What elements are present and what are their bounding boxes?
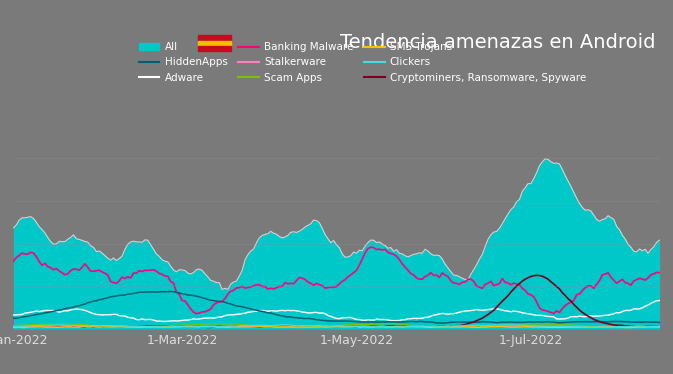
Bar <box>198 46 232 51</box>
Text: Tendencia amenazas en Android: Tendencia amenazas en Android <box>340 33 656 52</box>
Bar <box>198 41 232 46</box>
Bar <box>198 36 232 41</box>
Legend: All, HiddenApps, Adware, Banking Malware, Stalkerware, Scam Apps, SMS Trojans, C: All, HiddenApps, Adware, Banking Malware… <box>135 38 590 87</box>
